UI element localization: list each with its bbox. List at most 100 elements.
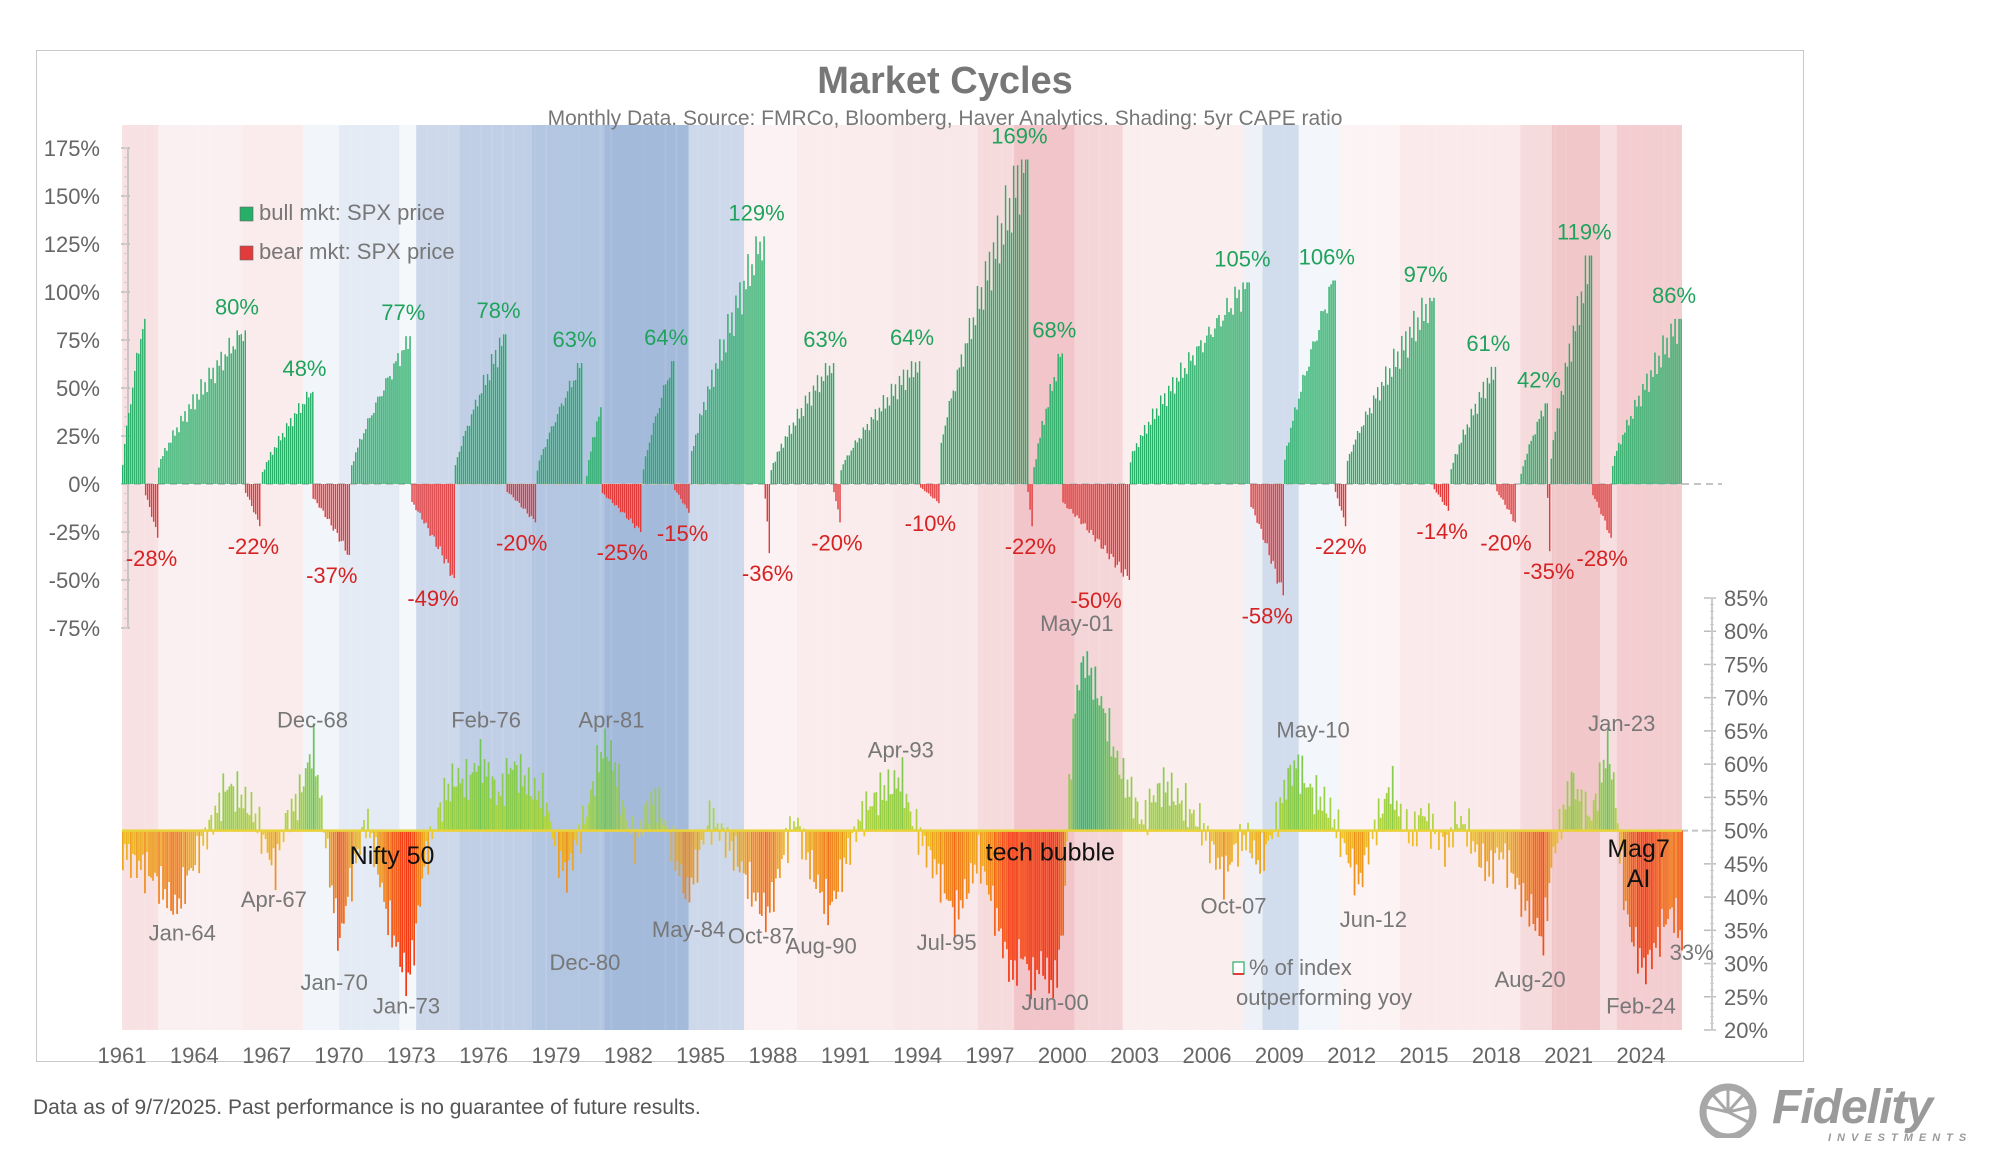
bear-bar — [617, 484, 620, 508]
outperform-bar — [294, 793, 297, 831]
bear-bar — [1112, 484, 1114, 557]
bull-bar — [1318, 330, 1320, 484]
bull-bar — [1417, 317, 1419, 484]
bear-bar — [768, 484, 770, 554]
bull-bar — [1558, 408, 1561, 484]
outperform-bar — [758, 830, 761, 915]
shading-streak — [1087, 125, 1090, 1030]
bull-bar — [496, 367, 499, 484]
outperform-bar — [1158, 782, 1161, 831]
bull-bar — [357, 447, 359, 484]
bull-bar — [550, 426, 553, 484]
outperform-bar — [1446, 830, 1448, 835]
bull-bar — [1230, 308, 1232, 484]
bull-bar — [1290, 427, 1292, 484]
outperform-bar — [1106, 741, 1109, 831]
outperform-bar — [1345, 830, 1348, 855]
bull-bar — [1039, 437, 1041, 484]
top-y-tick-label: 25% — [56, 424, 100, 449]
bull-bar — [737, 308, 739, 484]
bull-bar — [134, 370, 136, 484]
outperform-bar — [1146, 830, 1149, 836]
bear-bar — [1252, 484, 1254, 509]
outperform-bar — [1022, 830, 1024, 960]
outperform-bar — [228, 786, 231, 831]
bull-bar — [776, 451, 779, 484]
outperform-bar — [748, 830, 751, 862]
outperform-bar — [1492, 830, 1495, 884]
bear-bar — [1598, 484, 1600, 508]
bull-bar — [956, 369, 959, 484]
bull-bar — [166, 450, 168, 484]
bull-bar — [1061, 353, 1063, 484]
outperform-bar — [1498, 830, 1501, 860]
bull-bar — [652, 422, 655, 484]
bull-bar — [1638, 395, 1640, 484]
outperform-bar — [505, 757, 508, 831]
outperform-bar — [760, 830, 763, 916]
bull-bar — [1346, 460, 1349, 484]
bull-bar — [454, 465, 457, 484]
bull-bar — [208, 367, 210, 484]
outperform-bar — [998, 830, 1000, 932]
bull-bar — [1212, 337, 1214, 484]
bull-bar — [1020, 159, 1023, 484]
bear-bar — [1441, 484, 1444, 502]
bull-bar — [142, 329, 144, 484]
outperform-bar — [1578, 801, 1581, 831]
x-tick-label: 1976 — [459, 1043, 508, 1068]
outperform-bar — [805, 830, 807, 861]
outperform-bar — [268, 830, 271, 860]
outperform-bar — [246, 813, 249, 831]
bull-bar — [1423, 321, 1425, 484]
outperform-bar — [1112, 746, 1115, 831]
bear-bar — [1338, 484, 1341, 507]
outperform-bar — [1054, 830, 1057, 961]
bull-bar — [1196, 346, 1198, 484]
x-tick-label: 1973 — [387, 1043, 436, 1068]
bear-label: -20% — [1480, 530, 1531, 555]
bottom-y-tick-label: 85% — [1724, 586, 1768, 611]
outperform-bar — [939, 830, 942, 903]
outperform-bar — [1458, 828, 1460, 831]
outperform-bar — [646, 800, 649, 831]
outperform-bar — [455, 786, 458, 831]
outperform-bar — [513, 761, 516, 831]
outperform-bar — [453, 786, 456, 831]
bear-bar — [1548, 484, 1551, 552]
date-annotation: Jun-12 — [1340, 907, 1407, 932]
bear-bar — [1102, 484, 1104, 549]
outperform-bar — [1482, 830, 1484, 844]
bull-bar — [1198, 346, 1200, 484]
outperform-bar — [1490, 830, 1493, 851]
shading-band — [1399, 125, 1521, 1030]
bull-bar — [377, 396, 379, 484]
top-y-tick-label: 100% — [44, 280, 100, 305]
bear-bar — [766, 484, 768, 522]
outperform-bar — [258, 806, 261, 831]
bull-bar — [1664, 354, 1666, 484]
bull-bar — [590, 451, 592, 484]
bear-bar — [322, 484, 324, 511]
outperform-bar — [1612, 772, 1615, 831]
bull-bar — [312, 391, 314, 484]
bull-bar — [1546, 403, 1548, 484]
outperform-bar — [250, 792, 253, 831]
outperform-bar — [1347, 830, 1350, 864]
bear-bar — [1082, 484, 1084, 524]
bull-bar — [1564, 362, 1567, 484]
outperform-bar — [911, 826, 914, 831]
bull-bar — [721, 360, 723, 484]
bear-bar — [1334, 484, 1337, 492]
bull-bar — [1482, 381, 1485, 484]
outperform-bar — [979, 830, 982, 884]
outperform-bar — [1673, 830, 1675, 933]
outperform-bar — [318, 797, 321, 831]
outperform-bar — [1385, 793, 1388, 831]
outperform-bar — [1608, 763, 1611, 831]
bear-bar — [1108, 484, 1110, 560]
date-annotation: Feb-76 — [451, 708, 521, 733]
outperform-bar — [1279, 797, 1282, 831]
bull-bar — [351, 465, 353, 484]
outperform-bar — [369, 830, 371, 839]
